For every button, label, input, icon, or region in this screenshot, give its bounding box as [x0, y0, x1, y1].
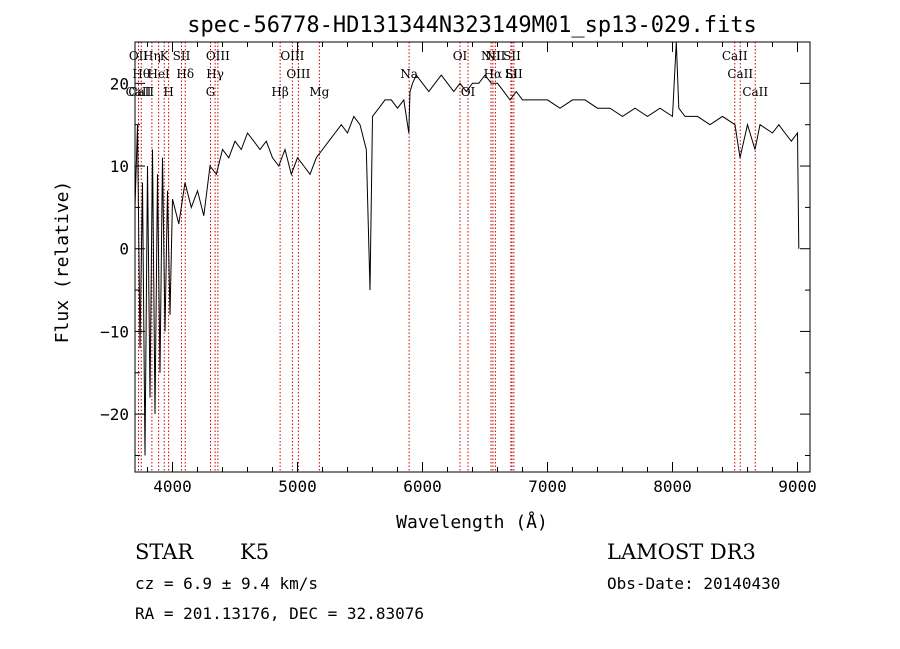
- line-marker-label-top-13: OIII: [286, 67, 310, 81]
- line-marker-label-top-4: K: [160, 49, 170, 63]
- y-axis-label: Flux (relative): [52, 181, 73, 344]
- x-tick-label-2: 6000: [403, 477, 442, 496]
- object-class: STAR: [135, 540, 194, 564]
- line-marker-label-top-12: OIII: [280, 49, 304, 63]
- line-marker-label-top-16: OI: [453, 49, 468, 63]
- line-marker-label-top-2: Hη: [143, 49, 161, 63]
- line-marker-label-top-0: OII: [129, 49, 149, 63]
- y-tick-label-2: 0: [119, 240, 129, 259]
- spectrum-chart: spec-56778-HD131344N323149M01_sp13-029.f…: [52, 13, 817, 533]
- x-tick-label-0: 4000: [153, 477, 192, 496]
- y-tick-label-0: −20: [100, 405, 129, 424]
- coordinates: RA = 201.13176, DEC = 32.83076: [135, 604, 424, 623]
- line-markers: [138, 42, 756, 472]
- line-marker-label-bottom-0: CaII: [126, 85, 152, 99]
- y-tick-label-1: −10: [100, 322, 129, 341]
- x-axis-label: Wavelength (Å): [396, 511, 548, 533]
- x-tick-label-3: 7000: [528, 477, 567, 496]
- line-marker-labels: OII CaII Hθ CaII Hη HeI K H SII Hδ G Hγ OIII Hβ OIII OI…: [126, 49, 769, 99]
- line-marker-label-top-19: Hα: [484, 67, 503, 81]
- line-marker-label-top-6: SII: [173, 49, 191, 63]
- line-marker-label-bottom-11: Hβ: [271, 85, 288, 99]
- plot-frame: [134, 41, 811, 473]
- line-marker-label-top-18: NII: [481, 49, 501, 63]
- line-marker-label-bottom-14: Mg: [309, 85, 329, 99]
- x-tick-label-1: 5000: [278, 477, 317, 496]
- y-tick-label-3: 10: [110, 157, 129, 176]
- y-tick-label-4: 20: [110, 74, 129, 93]
- line-marker-label-bottom-8: G: [206, 85, 216, 99]
- line-marker-label-bottom-26: CaII: [742, 85, 768, 99]
- line-marker-label-top-3: HeI: [147, 67, 170, 81]
- y-axis-ticks: −20 −10 0 10 20: [100, 41, 810, 456]
- line-marker-label-top-9: Hγ: [206, 67, 224, 81]
- redshift-cz: cz = 6.9 ± 9.4 km/s: [135, 574, 319, 593]
- subclass: K5: [240, 540, 270, 564]
- line-marker-label-bottom-5: H: [163, 85, 173, 99]
- line-marker-label-top-21: Li: [505, 67, 517, 81]
- line-marker-label-top-25: CaII: [727, 67, 753, 81]
- chart-title: spec-56778-HD131344N323149M01_sp13-029.f…: [187, 13, 757, 38]
- obs-date: Obs-Date: 20140430: [607, 574, 781, 593]
- spectrum-line: [134, 41, 800, 456]
- x-axis-ticks: 4000 5000 6000 7000 8000 9000: [147, 42, 817, 496]
- line-marker-label-top-20: NII: [485, 49, 505, 63]
- line-marker-label-top-24: CaII: [722, 49, 748, 63]
- line-marker-label-top-1: Hθ: [132, 67, 150, 81]
- line-marker-label-top-15: Na: [400, 67, 418, 81]
- line-marker-label-bottom-1: CaII: [128, 85, 154, 99]
- x-tick-label-5: 9000: [778, 477, 817, 496]
- x-tick-label-4: 8000: [653, 477, 692, 496]
- line-marker-label-top-23: SII: [505, 67, 523, 81]
- survey-name: LAMOST DR3: [607, 540, 756, 564]
- line-marker-label-top-22: SII: [503, 49, 521, 63]
- line-marker-label-top-10: OIII: [206, 49, 230, 63]
- line-marker-label-top-7: Hδ: [176, 67, 194, 81]
